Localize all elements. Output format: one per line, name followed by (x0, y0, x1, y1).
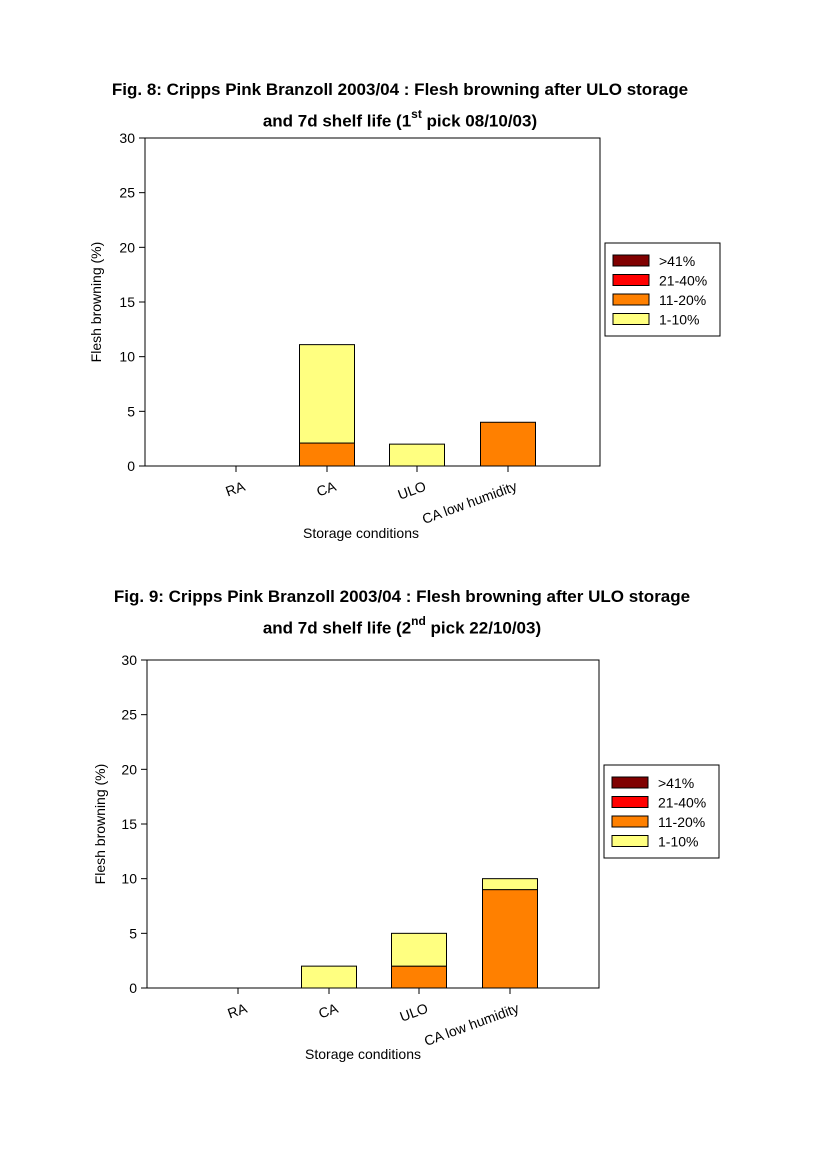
x-tick-label: CA (314, 478, 338, 500)
y-tick-label: 15 (119, 294, 135, 310)
legend-label: >41% (659, 253, 695, 269)
x-tick-label: RA (225, 1000, 249, 1022)
legend-swatch (611, 776, 649, 789)
legend-swatch (611, 815, 649, 828)
legend-label: 11-20% (658, 814, 705, 830)
bar-segment (482, 889, 538, 989)
chart-title-line1: Fig. 9: Cripps Pink Branzoll 2003/04 : F… (113, 587, 691, 606)
y-tick-label: 20 (119, 239, 135, 255)
title-line2-sup: st (411, 107, 422, 121)
chart-title-line2: and 7d shelf life (2nd pick 22/10/03) (2, 610, 802, 642)
y-tick-label: 15 (121, 816, 137, 832)
y-tick-label: 10 (119, 349, 135, 365)
legend-label: 1-10% (658, 834, 698, 850)
legend-swatch (611, 835, 649, 847)
y-tick-label: 30 (121, 652, 137, 668)
title-line2-pre: and 7d shelf life (2 (262, 618, 412, 638)
chart-title: Fig. 8: Cripps Pink Branzoll 2003/04 : F… (0, 77, 800, 135)
legend-swatch (612, 293, 650, 306)
chart-title: Fig. 9: Cripps Pink Branzoll 2003/04 : F… (2, 584, 802, 642)
legend-swatch (611, 796, 649, 808)
legend-label: >41% (658, 775, 694, 791)
x-tick-label: CA low humidity (422, 1000, 521, 1049)
legend-label: 21-40% (659, 273, 707, 289)
x-tick-label: CA (316, 1000, 340, 1022)
x-axis-label: Storage conditions (305, 1046, 421, 1062)
chart-title-line2: and 7d shelf life (1st pick 08/10/03) (0, 103, 800, 135)
bar-segment (299, 344, 355, 444)
x-tick-label: RA (223, 478, 247, 500)
legend-label: 11-20% (659, 292, 706, 308)
title-line2-pre: and 7d shelf life (1 (262, 111, 412, 131)
x-axis-label: Storage conditions (303, 525, 419, 541)
legend-swatch (612, 254, 650, 267)
y-tick-label: 0 (127, 458, 135, 474)
bar-segment (482, 878, 538, 891)
legend-label: 21-40% (658, 795, 706, 811)
y-tick-label: 30 (119, 130, 135, 146)
bar-segment (301, 965, 357, 989)
title-line2-sup: nd (411, 614, 426, 628)
legend-swatch (612, 274, 650, 286)
y-tick-label: 5 (129, 925, 137, 941)
y-tick-label: 5 (127, 403, 135, 419)
legend-swatch (612, 313, 650, 325)
y-tick-label: 25 (121, 707, 137, 723)
title-line2-post: pick 22/10/03) (425, 618, 542, 638)
y-tick-label: 25 (119, 185, 135, 201)
plot-frame (146, 659, 600, 989)
y-axis-label: Flesh browning (%) (92, 764, 108, 885)
plot-frame (144, 137, 601, 467)
y-tick-label: 0 (129, 980, 137, 996)
chart-title-line1: Fig. 8: Cripps Pink Branzoll 2003/04 : F… (111, 80, 689, 99)
y-tick-label: 10 (121, 871, 137, 887)
x-tick-label: ULO (397, 1000, 430, 1025)
y-axis-label: Flesh browning (%) (88, 242, 104, 363)
legend-label: 1-10% (659, 312, 699, 328)
title-line2-post: pick 08/10/03) (421, 111, 538, 131)
bar-segment (391, 932, 447, 967)
y-tick-label: 20 (121, 761, 137, 777)
bar-segment (391, 965, 447, 989)
